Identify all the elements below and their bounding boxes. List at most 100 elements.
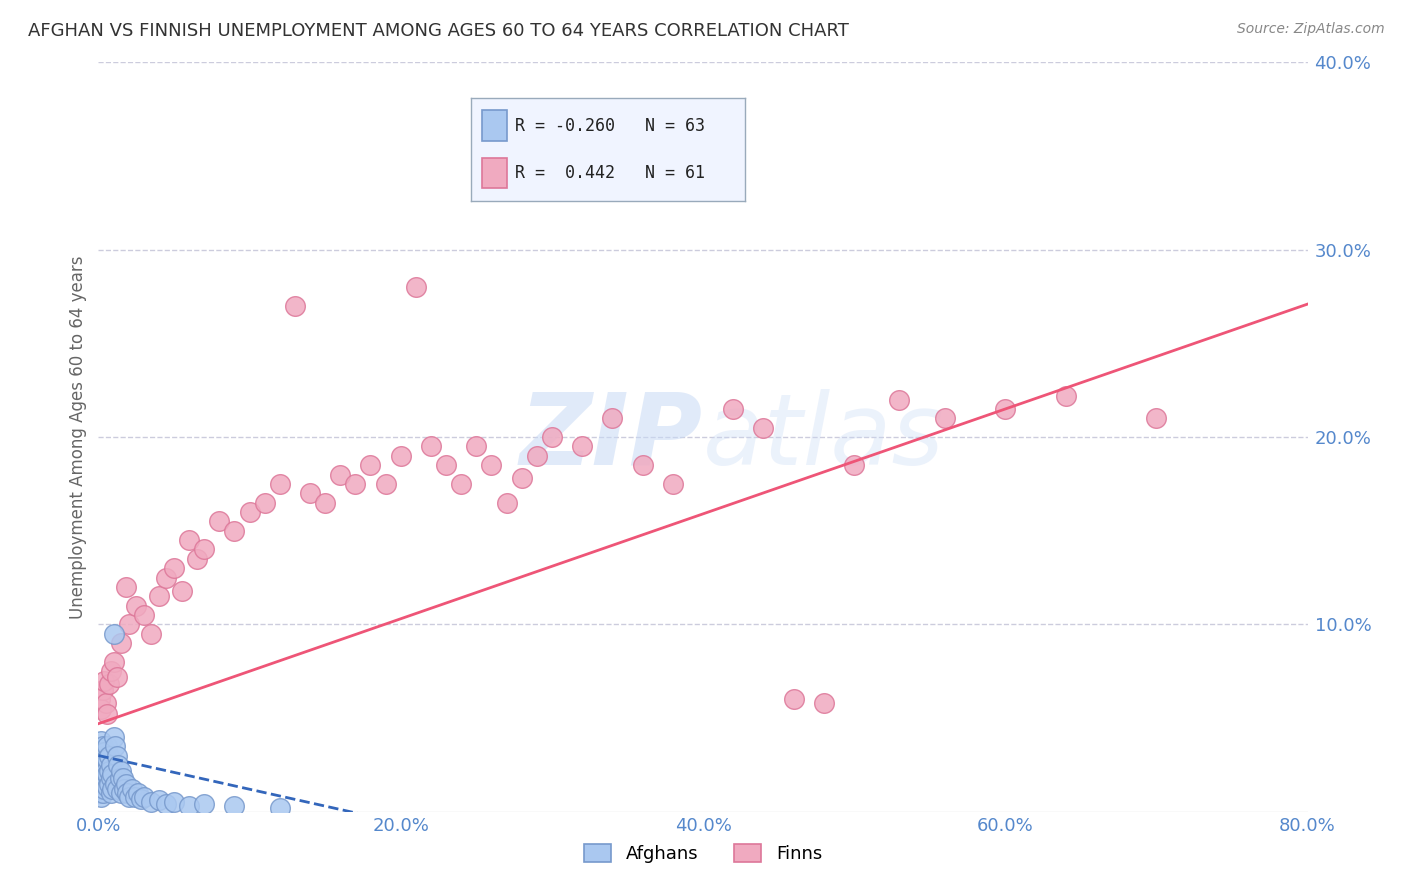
Point [98, 748, 121, 763]
Point [526, 449, 548, 463]
Point [269, 476, 291, 491]
Point [104, 739, 127, 753]
Point [89, 692, 111, 706]
Point [90, 733, 112, 747]
Point [104, 776, 127, 791]
Point [1054, 389, 1077, 403]
Point [114, 580, 136, 594]
Point [224, 524, 246, 538]
Point [179, 533, 201, 547]
Text: ZIP: ZIP [520, 389, 703, 485]
Point [374, 476, 396, 491]
Point [96, 707, 118, 722]
Point [96, 752, 118, 766]
Point [89, 786, 111, 800]
Point [631, 458, 654, 473]
Point [163, 796, 186, 810]
Point [994, 401, 1017, 416]
Point [89, 776, 111, 791]
Point [813, 696, 835, 710]
Point [90, 748, 112, 763]
Point [193, 797, 215, 812]
Point [141, 796, 163, 810]
Point [91, 739, 114, 753]
Point [114, 776, 136, 791]
Point [163, 561, 186, 575]
Point [540, 430, 562, 444]
Point [93, 771, 115, 785]
Point [110, 636, 132, 650]
Point [90, 782, 112, 797]
Point [889, 392, 911, 407]
Point [90, 701, 112, 715]
Point [100, 771, 122, 785]
Point [420, 440, 443, 453]
Text: R =  0.442   N = 61: R = 0.442 N = 61 [515, 164, 704, 182]
Point [571, 440, 593, 453]
FancyBboxPatch shape [482, 111, 506, 141]
Point [107, 758, 129, 772]
Point [96, 739, 118, 753]
Point [124, 789, 146, 804]
Legend: Afghans, Finns: Afghans, Finns [576, 837, 830, 870]
Point [93, 756, 115, 770]
Point [481, 458, 503, 473]
Point [783, 692, 806, 706]
Point [89, 758, 111, 772]
Point [91, 752, 114, 766]
Point [96, 780, 118, 795]
Point [1144, 411, 1167, 425]
Point [101, 767, 124, 781]
Point [91, 764, 114, 778]
Point [141, 626, 163, 640]
Point [115, 786, 138, 800]
Point [125, 599, 148, 613]
Point [91, 786, 114, 800]
Point [98, 764, 121, 778]
Point [752, 421, 775, 435]
Point [844, 458, 866, 473]
Point [100, 758, 122, 772]
Point [661, 476, 683, 491]
Point [434, 458, 457, 473]
Point [284, 299, 307, 313]
Point [112, 782, 135, 797]
Point [129, 791, 152, 805]
Point [108, 771, 131, 785]
Point [94, 776, 117, 791]
Point [118, 789, 141, 804]
Point [103, 626, 125, 640]
Point [450, 476, 472, 491]
Point [90, 771, 112, 785]
Text: atlas: atlas [703, 389, 945, 485]
Point [170, 583, 193, 598]
Point [405, 280, 427, 294]
Point [155, 797, 177, 812]
Text: R = -0.260   N = 63: R = -0.260 N = 63 [515, 117, 704, 135]
Point [495, 496, 517, 510]
Point [692, 149, 714, 163]
Point [100, 786, 122, 800]
Point [94, 764, 117, 778]
Point [360, 458, 382, 473]
Point [89, 748, 111, 763]
Point [93, 673, 115, 688]
Point [90, 789, 112, 804]
Point [155, 571, 177, 585]
Point [94, 752, 117, 766]
Point [127, 786, 149, 800]
Point [105, 748, 128, 763]
Point [101, 782, 124, 797]
Point [94, 696, 117, 710]
Point [93, 745, 115, 759]
Point [148, 590, 170, 604]
Point [132, 789, 155, 804]
Point [510, 471, 533, 485]
Point [389, 449, 412, 463]
Point [110, 764, 132, 778]
Point [186, 551, 208, 566]
Point [93, 782, 115, 797]
Point [98, 776, 121, 791]
Point [110, 786, 132, 800]
Point [299, 486, 322, 500]
